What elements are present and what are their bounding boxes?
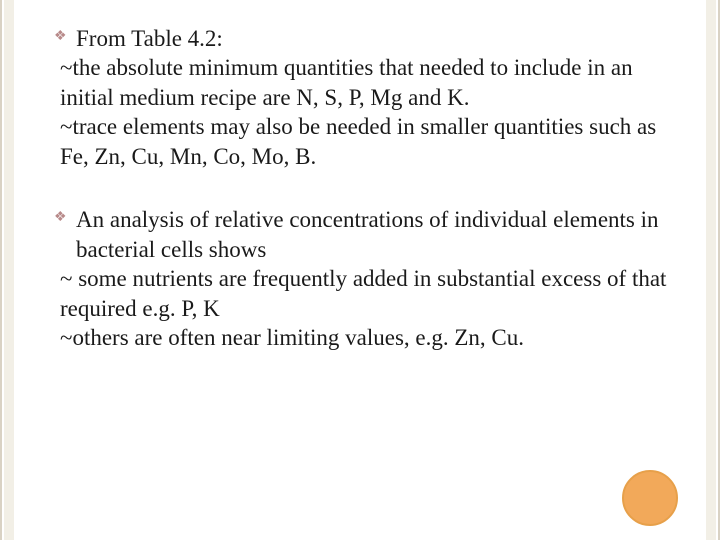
bullet-lead-text: An analysis of relative concentrations o… — [76, 205, 674, 264]
slide: ❖ From Table 4.2: ~the absolute minimum … — [0, 0, 720, 540]
left-edge-band — [4, 0, 14, 540]
bullet-sub-text: ~others are often near limiting values, … — [54, 323, 674, 352]
bullet-lead-text: From Table 4.2: — [76, 24, 223, 53]
diamond-bullet-icon: ❖ — [54, 30, 70, 44]
bullet-sub-text: ~trace elements may also be needed in sm… — [54, 112, 674, 171]
bullet-lead-row: ❖ An analysis of relative concentrations… — [54, 205, 674, 264]
bullet-sub-text: ~the absolute minimum quantities that ne… — [54, 53, 674, 112]
bullet-sub-text: ~ some nutrients are frequently added in… — [54, 264, 674, 323]
circle-ornament-icon — [622, 470, 678, 526]
diamond-bullet-icon: ❖ — [54, 211, 70, 225]
bullet-block: ❖ An analysis of relative concentrations… — [54, 205, 674, 352]
slide-content: ❖ From Table 4.2: ~the absolute minimum … — [54, 24, 674, 352]
bullet-block: ❖ From Table 4.2: ~the absolute minimum … — [54, 24, 674, 171]
right-edge-band — [706, 0, 716, 540]
bullet-lead-row: ❖ From Table 4.2: — [54, 24, 674, 53]
